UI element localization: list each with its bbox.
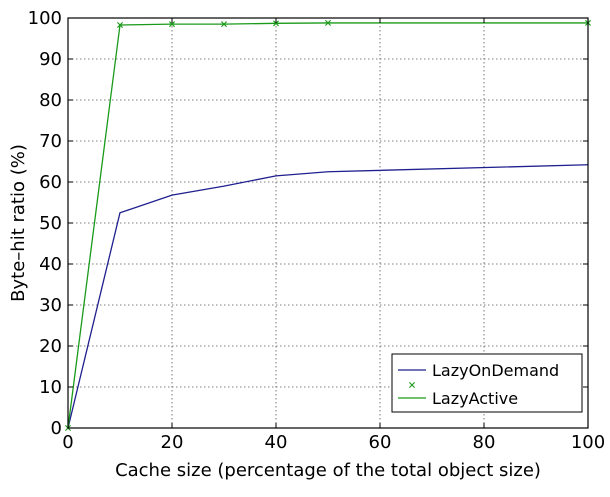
y-axis-label: Byte–hit ratio (%) <box>8 144 29 302</box>
x-tick-label: 20 <box>161 432 184 453</box>
x-tick-label: 60 <box>369 432 392 453</box>
x-tick-label: 100 <box>571 432 605 453</box>
x-tick-label: 80 <box>473 432 496 453</box>
y-tick-label: 70 <box>39 131 62 152</box>
x-axis-label: Cache size (percentage of the total obje… <box>115 460 541 481</box>
legend: LazyOnDemand LazyActive <box>392 354 582 412</box>
y-tick-label: 20 <box>39 336 62 357</box>
y-tick-label: 30 <box>39 295 62 316</box>
y-tick-label: 60 <box>39 172 62 193</box>
legend-label-lazyactive: LazyActive <box>432 389 518 408</box>
y-tick-label: 90 <box>39 49 62 70</box>
y-tick-label: 0 <box>51 418 62 439</box>
y-tick-label: 50 <box>39 213 62 234</box>
legend-label-lazyondemand: LazyOnDemand <box>432 361 559 380</box>
y-tick-label: 10 <box>39 377 62 398</box>
x-tick-label: 40 <box>265 432 288 453</box>
y-tick-label: 80 <box>39 90 62 111</box>
x-tick-label: 0 <box>62 432 73 453</box>
y-tick-label: 100 <box>28 8 62 29</box>
y-tick-label: 40 <box>39 254 62 275</box>
